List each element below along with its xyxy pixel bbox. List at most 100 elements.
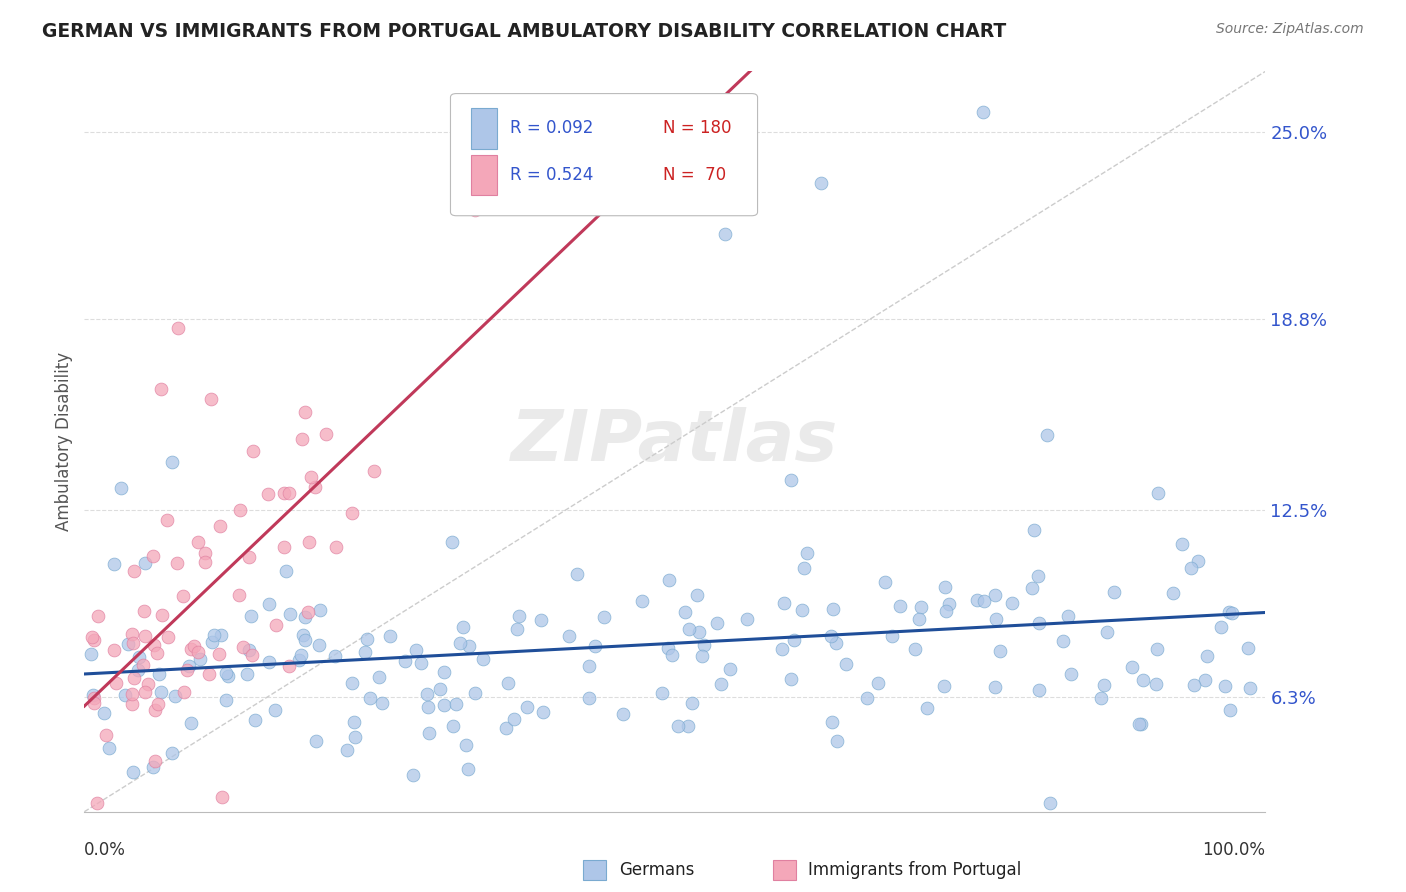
Point bbox=[810, 176, 832, 190]
Text: R = 0.524: R = 0.524 bbox=[509, 166, 593, 184]
Point bbox=[177, 659, 200, 673]
Point bbox=[156, 630, 179, 644]
Point bbox=[288, 653, 311, 667]
Point bbox=[796, 545, 818, 559]
Point bbox=[83, 696, 105, 710]
Point bbox=[516, 700, 538, 714]
Point bbox=[472, 652, 495, 666]
Point bbox=[121, 697, 143, 711]
Point bbox=[336, 742, 359, 756]
Point bbox=[820, 629, 842, 643]
Point bbox=[209, 518, 232, 533]
Point bbox=[1209, 620, 1232, 634]
Point bbox=[1144, 677, 1167, 691]
Point bbox=[354, 644, 377, 658]
Point bbox=[938, 598, 960, 612]
Point bbox=[152, 608, 174, 623]
Text: N = 180: N = 180 bbox=[664, 120, 731, 137]
Point bbox=[821, 602, 844, 616]
Point bbox=[291, 432, 314, 446]
Point bbox=[323, 648, 346, 663]
Point bbox=[873, 574, 896, 589]
Point bbox=[681, 696, 703, 710]
Point bbox=[441, 719, 464, 733]
Point bbox=[218, 668, 240, 682]
Point bbox=[793, 561, 815, 575]
Point bbox=[304, 480, 326, 494]
Point bbox=[166, 556, 188, 570]
Point bbox=[934, 680, 956, 694]
Point bbox=[294, 633, 316, 648]
Point bbox=[1060, 667, 1083, 681]
Point bbox=[340, 675, 363, 690]
Point bbox=[966, 593, 988, 607]
Text: N =  70: N = 70 bbox=[664, 166, 725, 184]
Point bbox=[240, 648, 263, 662]
Point bbox=[690, 648, 713, 663]
Point bbox=[1097, 625, 1119, 640]
Point bbox=[200, 392, 222, 406]
Point bbox=[146, 697, 169, 711]
Point bbox=[418, 700, 440, 714]
Point bbox=[530, 613, 553, 627]
Point bbox=[910, 600, 932, 615]
Point bbox=[232, 640, 254, 654]
Point bbox=[148, 667, 170, 681]
Point bbox=[294, 405, 316, 419]
Point bbox=[429, 682, 451, 697]
Point bbox=[356, 632, 378, 646]
Point bbox=[1220, 606, 1243, 620]
Point bbox=[567, 567, 589, 582]
Point bbox=[451, 619, 474, 633]
Point bbox=[80, 630, 103, 644]
Point bbox=[176, 663, 198, 677]
Point bbox=[402, 768, 425, 782]
Point bbox=[291, 627, 314, 641]
Point bbox=[433, 665, 456, 680]
Point bbox=[508, 609, 530, 624]
Point bbox=[305, 733, 328, 747]
Point bbox=[82, 688, 104, 702]
Point bbox=[661, 648, 683, 663]
Point bbox=[145, 646, 167, 660]
Point bbox=[790, 602, 813, 616]
Point bbox=[83, 633, 105, 648]
Point bbox=[299, 470, 322, 484]
Point bbox=[273, 540, 295, 554]
Point bbox=[298, 534, 321, 549]
Point bbox=[1128, 717, 1150, 731]
Point bbox=[1219, 703, 1241, 717]
Point bbox=[263, 703, 285, 717]
Point bbox=[449, 636, 471, 650]
Point bbox=[87, 608, 110, 623]
Point bbox=[121, 687, 143, 701]
Point bbox=[1239, 681, 1261, 695]
Point bbox=[134, 557, 156, 571]
Text: 100.0%: 100.0% bbox=[1202, 841, 1265, 859]
Point bbox=[1161, 586, 1184, 600]
Text: Source: ZipAtlas.com: Source: ZipAtlas.com bbox=[1216, 22, 1364, 37]
Point bbox=[342, 714, 364, 729]
Point bbox=[984, 588, 1007, 602]
Point bbox=[97, 741, 120, 756]
Point bbox=[454, 738, 477, 752]
Point bbox=[121, 627, 143, 641]
Point bbox=[1121, 660, 1143, 674]
Point bbox=[825, 636, 848, 650]
Text: R = 0.092: R = 0.092 bbox=[509, 120, 593, 137]
Point bbox=[686, 588, 709, 602]
Point bbox=[188, 652, 211, 666]
Point bbox=[558, 629, 581, 643]
Point bbox=[666, 719, 689, 733]
Text: 0.0%: 0.0% bbox=[84, 841, 127, 859]
Point bbox=[706, 616, 728, 631]
Point bbox=[122, 672, 145, 686]
Y-axis label: Ambulatory Disability: Ambulatory Disability bbox=[55, 352, 73, 531]
Point bbox=[315, 427, 337, 442]
Point bbox=[464, 203, 486, 218]
Point bbox=[495, 721, 517, 735]
Point bbox=[143, 754, 166, 768]
Point bbox=[325, 540, 347, 554]
Point bbox=[257, 597, 280, 611]
Point bbox=[256, 487, 278, 501]
